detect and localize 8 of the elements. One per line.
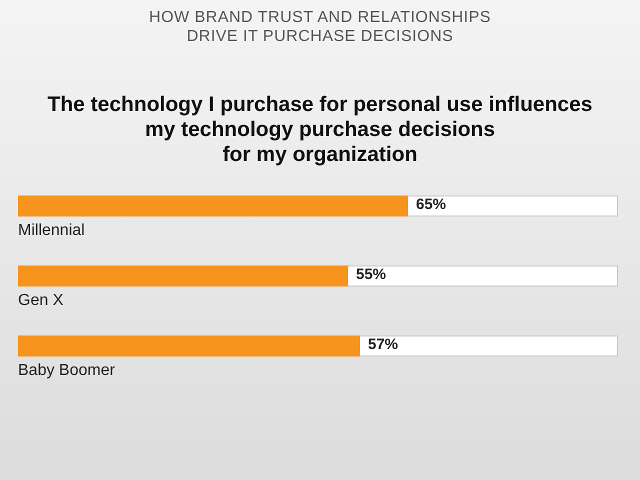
y-tick-label: Millennial [18,222,85,239]
data-label: 65% [416,196,446,214]
y-tick-label: Baby Boomer [18,362,116,379]
chart-subtitle: The technology I purchase for personal use influences my technology purchase decisions for my organization [46,92,594,167]
data-label: 57% [368,336,398,354]
y-tick-label: Gen X [18,292,64,309]
chart-title: HOW BRAND TRUST AND RELATIONSHIPS DRIVE IT PURCHASE DECISIONS [148,8,492,46]
data-label: 55% [356,266,386,284]
